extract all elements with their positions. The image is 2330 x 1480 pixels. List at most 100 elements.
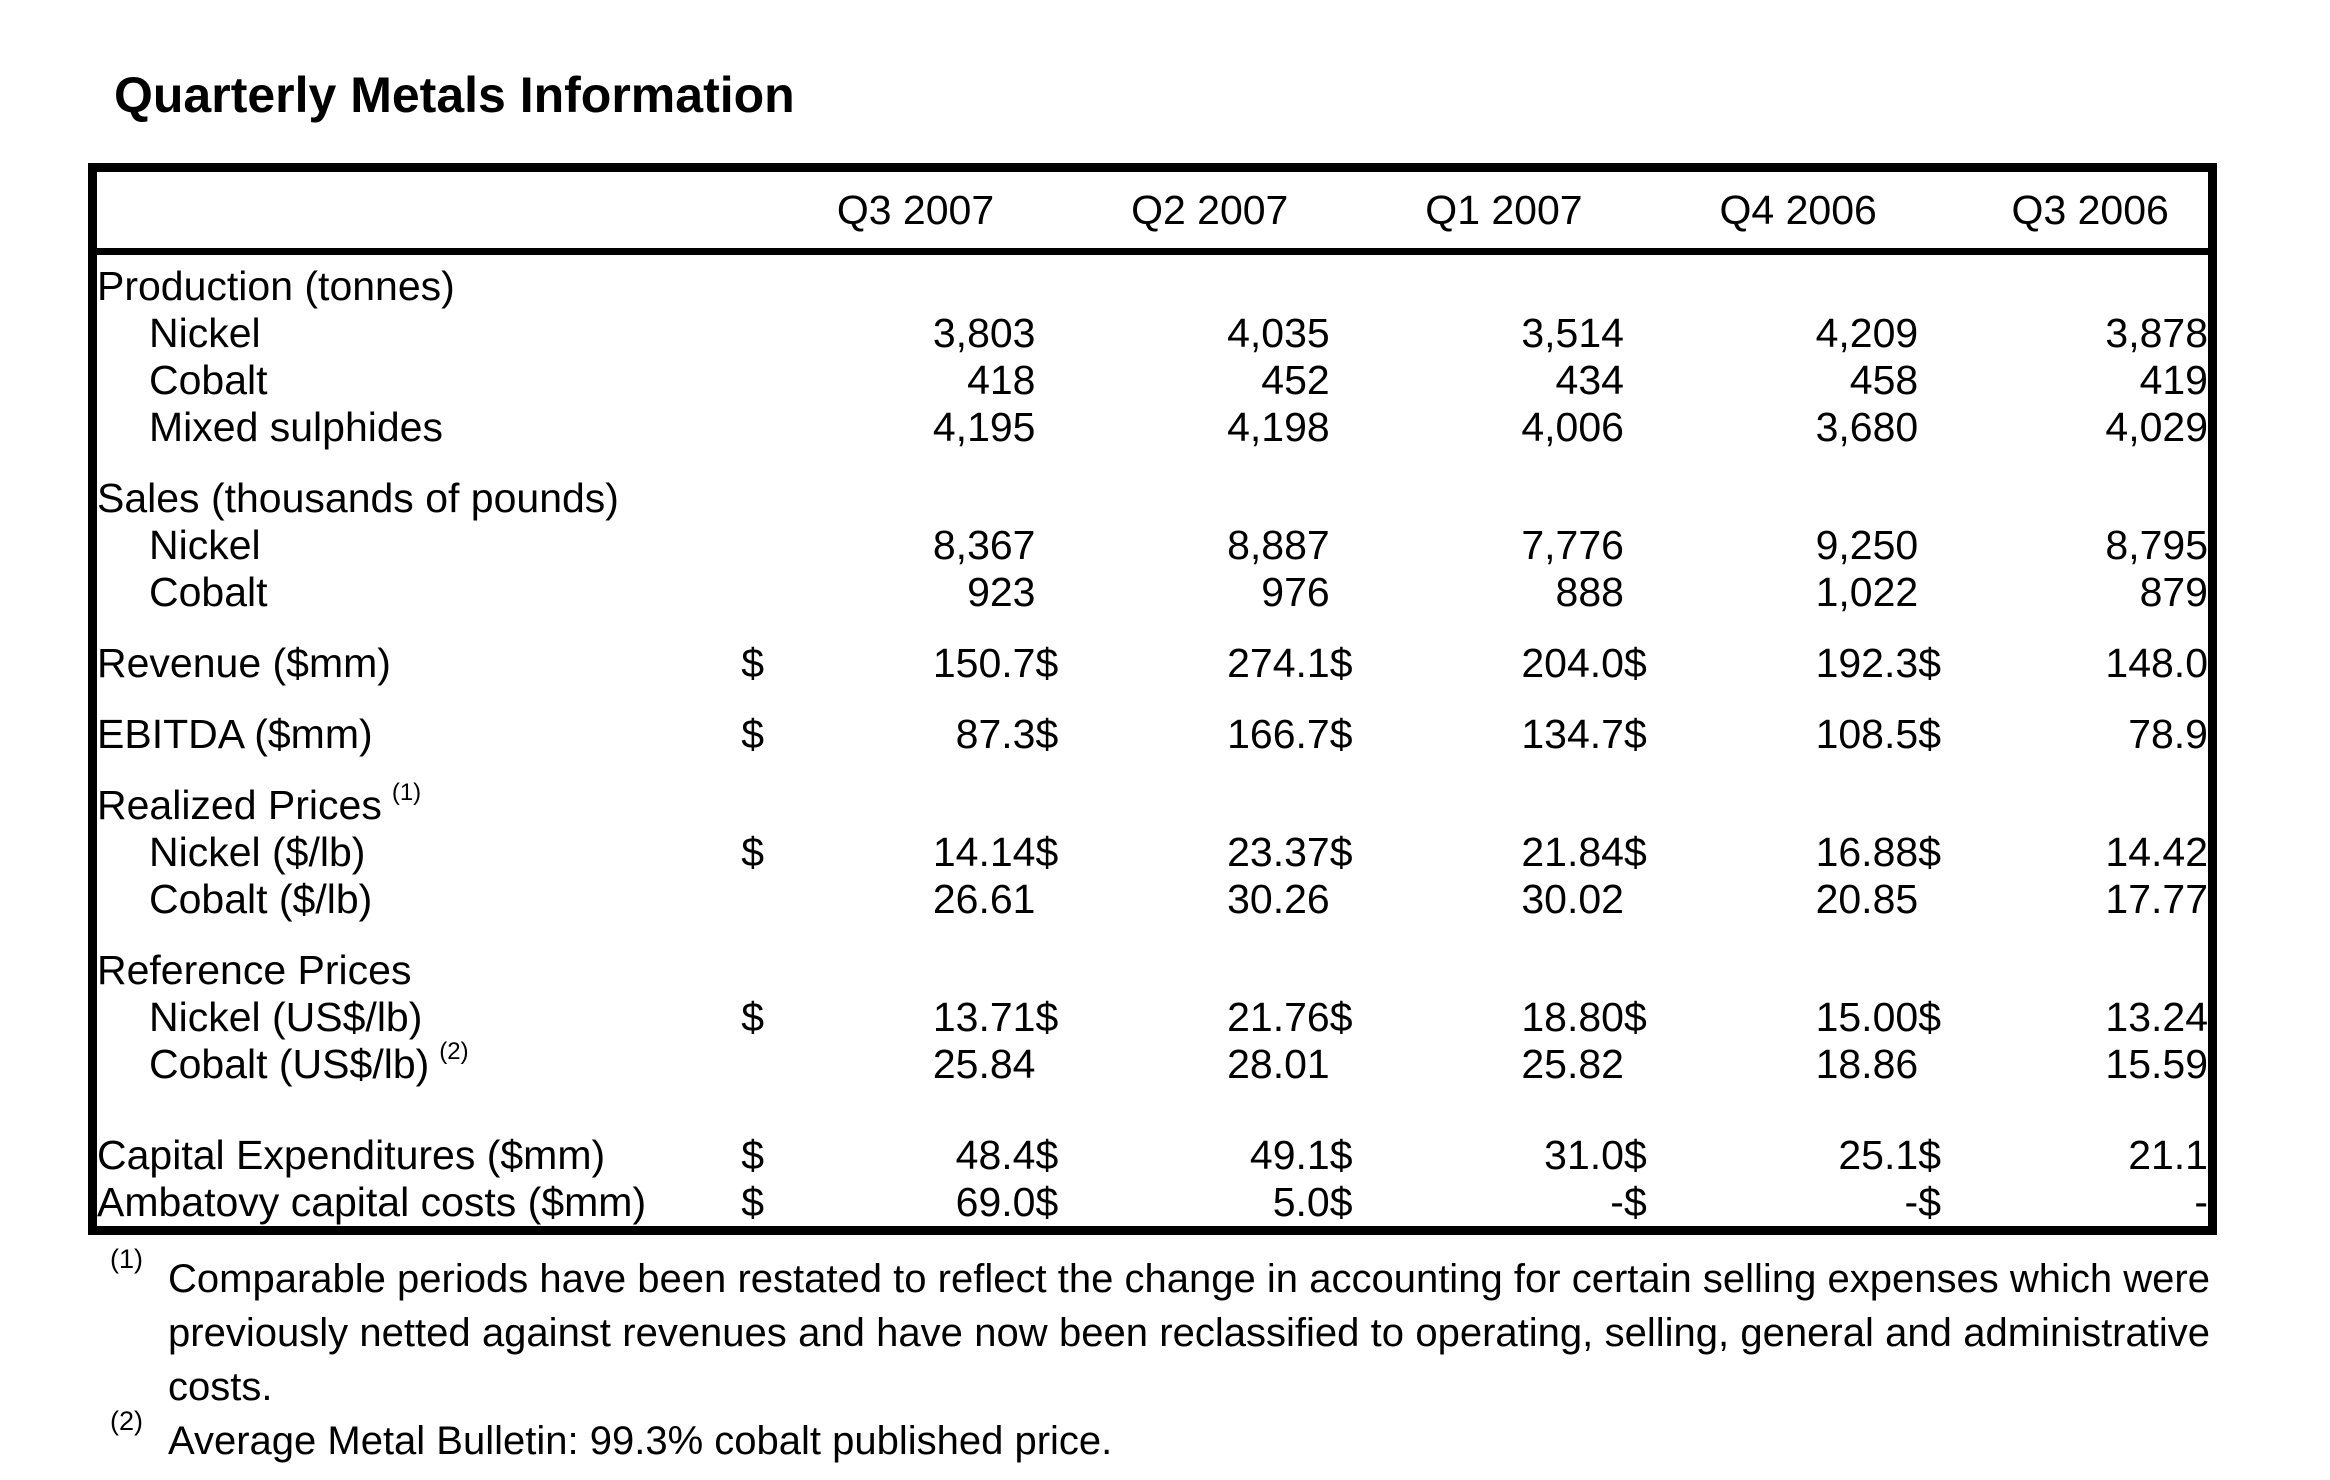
value-cell: 4,195: [932, 404, 1036, 450]
currency-cell: [1918, 1041, 1972, 1088]
value-cell: 49.1: [1249, 1132, 1330, 1178]
value-cell: -: [2194, 1179, 2208, 1225]
currency-cell: $: [1623, 640, 1647, 686]
column-header: Q3 2006: [1972, 167, 2213, 255]
header-spacer: [1035, 167, 1090, 255]
currency-cell: $: [1035, 1179, 1059, 1225]
currency-cell: $: [1918, 994, 1941, 1040]
value-cell: 192.3: [1815, 640, 1919, 686]
value-cell: 18.86: [1815, 1041, 1919, 1087]
table-row: Ambatovy capital costs ($mm) $69.0 $5.0 $ - $…: [93, 1179, 2213, 1231]
spacer-row: [93, 1088, 2213, 1132]
currency-cell: $: [1035, 1132, 1059, 1178]
value-cell: 69.0: [955, 1179, 1036, 1225]
table-body: Production (tonnes) Nickel 3,803 4,035 3,514…: [93, 252, 2213, 1231]
currency-cell: $: [1329, 711, 1353, 757]
row-label: Cobalt ($/lb): [149, 876, 373, 922]
value-cell: 9,250: [1815, 522, 1919, 568]
spacer-cell: [93, 923, 2213, 947]
footnote-text: Comparable periods have been restated to…: [168, 1257, 2210, 1409]
value-cell: 26.61: [932, 876, 1036, 922]
footnote-marker: (2): [110, 1406, 143, 1436]
table-row: Nickel (US$/lb) $13.71 $21.76 $18.80 $15.00 $…: [93, 994, 2213, 1041]
value-cell: 204.0: [1521, 640, 1624, 686]
row-label: Realized Prices (1): [97, 779, 422, 828]
currency-cell: [1330, 1041, 1384, 1088]
currency-cell: $: [741, 1179, 765, 1225]
row-label: Sales (thousands of pounds): [97, 475, 619, 521]
currency-cell: $: [1918, 711, 1941, 757]
currency-cell: [1330, 310, 1384, 357]
currency-cell: [1624, 522, 1678, 569]
value-cell: 21.1: [2128, 1132, 2208, 1178]
page-title: Quarterly Metals Information: [114, 67, 795, 123]
currency-cell: [1918, 569, 1972, 616]
footnote-ref: (1): [391, 779, 422, 807]
value-cell: 3,680: [1815, 404, 1919, 450]
empty-cell: [741, 947, 2212, 994]
column-header: Q3 2007: [795, 167, 1036, 255]
value-cell: 4,035: [1227, 310, 1330, 356]
value-cell: 21.76: [1227, 994, 1330, 1040]
value-cell: 25.1: [1838, 1132, 1919, 1178]
value-cell: 434: [1555, 357, 1624, 403]
currency-cell: $: [1918, 1132, 1941, 1178]
currency-cell: [741, 876, 795, 923]
currency-cell: $: [741, 711, 765, 757]
currency-cell: $: [1329, 829, 1353, 875]
table-row: Revenue ($mm) $150.7 $274.1 $204.0 $192.3 $14…: [93, 640, 2213, 687]
empty-cell: [741, 252, 2212, 311]
value-cell: 108.5: [1815, 711, 1919, 757]
value-cell: 274.1: [1227, 640, 1330, 686]
currency-cell: $: [1035, 829, 1059, 875]
empty-cell: [741, 782, 2212, 829]
value-cell: 150.7: [932, 640, 1036, 686]
currency-cell: [1330, 876, 1384, 923]
row-label: Nickel: [149, 310, 261, 356]
currency-cell: $: [1329, 1179, 1353, 1225]
section-row: Production (tonnes): [93, 252, 2213, 311]
value-cell: 1,022: [1815, 569, 1919, 615]
row-label: Cobalt: [149, 357, 268, 403]
row-label: Reference Prices: [97, 947, 412, 993]
currency-cell: [1330, 404, 1384, 451]
currency-cell: [1624, 876, 1678, 923]
table-row: Cobalt 923 976 888 1,022 879: [93, 569, 2213, 616]
row-label: Ambatovy capital costs ($mm): [97, 1179, 647, 1225]
table-row: Mixed sulphides 4,195 4,198 4,006 3,680 4,029: [93, 404, 2213, 451]
value-cell: 8,367: [932, 522, 1036, 568]
value-cell: 8,795: [2105, 522, 2208, 568]
currency-cell: [1624, 404, 1678, 451]
value-cell: 16.88: [1815, 829, 1919, 875]
currency-cell: $: [1623, 711, 1647, 757]
value-cell: 148.0: [2105, 640, 2208, 686]
currency-cell: [1035, 404, 1089, 451]
currency-cell: [741, 310, 795, 357]
value-cell: 134.7: [1521, 711, 1624, 757]
currency-cell: $: [741, 1132, 765, 1178]
value-cell: 87.3: [955, 711, 1036, 757]
table-row: Nickel 3,803 4,035 3,514 4,209 3,878: [93, 310, 2213, 357]
value-cell: 879: [2139, 569, 2208, 615]
column-header: Q2 2007: [1089, 167, 1330, 255]
spacer-cell: [93, 616, 2213, 640]
spacer-row: [93, 451, 2213, 475]
value-cell: 923: [967, 569, 1036, 615]
value-cell: 25.84: [932, 1041, 1036, 1087]
value-cell: 452: [1261, 357, 1330, 403]
column-header: Q4 2006: [1678, 167, 1919, 255]
value-cell: 976: [1261, 569, 1330, 615]
footnote-ref: (2): [439, 1038, 469, 1066]
row-label: Production (tonnes): [97, 263, 455, 309]
header-spacer: [741, 167, 796, 255]
footnote-text: Average Metal Bulletin: 99.3% cobalt pub…: [168, 1419, 1113, 1463]
value-cell: 21.84: [1521, 829, 1624, 875]
currency-cell: [1035, 569, 1089, 616]
value-cell: 166.7: [1227, 711, 1330, 757]
value-cell: 458: [1849, 357, 1919, 403]
value-cell: 418: [967, 357, 1036, 403]
currency-cell: $: [741, 994, 765, 1040]
value-cell: 3,878: [2105, 310, 2208, 356]
footnotes: (1) Comparable periods have been restate…: [110, 1244, 2210, 1468]
row-label: EBITDA ($mm): [97, 711, 373, 757]
